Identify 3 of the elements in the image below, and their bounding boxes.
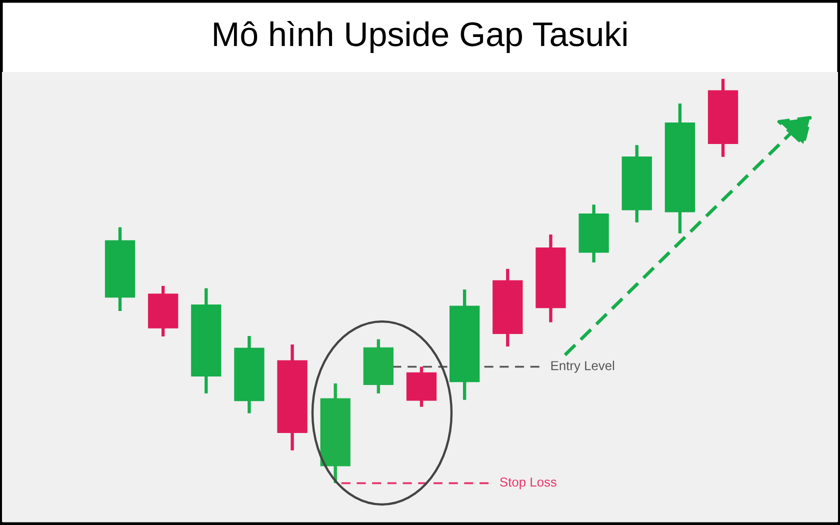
ref-line-label: Stop Loss [500, 478, 556, 490]
chart-title: Mô hình Upside Gap Tasuki [214, 20, 626, 54]
ref-line-label: Entry Level [551, 360, 614, 373]
